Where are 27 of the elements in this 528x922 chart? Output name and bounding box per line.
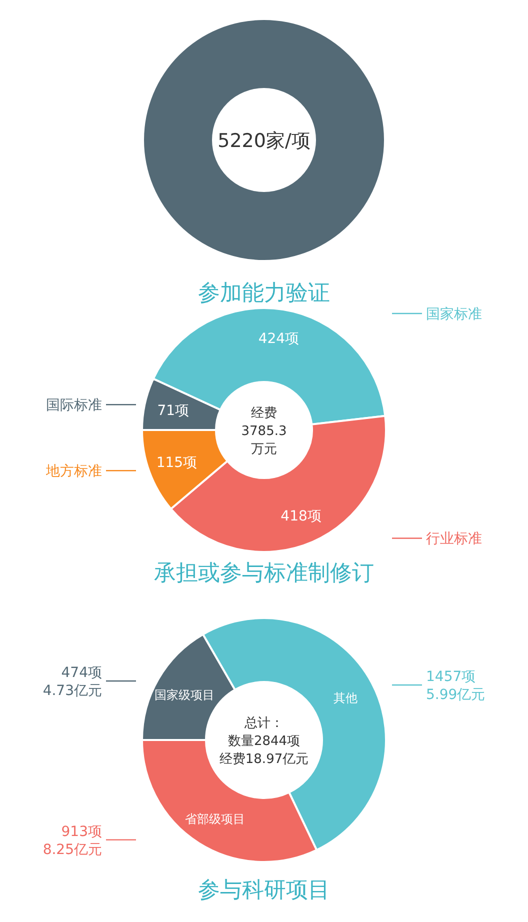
text: 总计： bbox=[244, 716, 284, 731]
data-label: 913项 bbox=[61, 824, 102, 840]
text: 参与科研项目 bbox=[198, 878, 330, 903]
slice-label: 国际标准 bbox=[46, 398, 102, 414]
text: 5.99亿元 bbox=[426, 686, 486, 703]
legend-label: 行业标准 bbox=[426, 531, 482, 548]
data-label: 71项 bbox=[157, 402, 190, 419]
text: 万元 bbox=[251, 442, 277, 457]
text: 经费 bbox=[251, 406, 277, 421]
text: 4.73亿元 bbox=[42, 683, 102, 699]
data-label: 424项 bbox=[258, 331, 300, 348]
data-label: 474项 bbox=[61, 665, 102, 681]
text: 8.25亿元 bbox=[42, 842, 102, 858]
data-label: 115项 bbox=[156, 455, 198, 472]
text: 承担或参与标准制修订 bbox=[154, 561, 374, 586]
slice-label: 其他 bbox=[333, 691, 358, 706]
text: 数量2844项 bbox=[228, 734, 300, 749]
data-label: 418项 bbox=[280, 508, 322, 524]
legend-label: 国家标准 bbox=[426, 306, 482, 322]
slice-label: 省部级项目 bbox=[184, 812, 245, 826]
data-label: 5220家/项 bbox=[218, 130, 310, 152]
text: 参加能力验证 bbox=[198, 281, 330, 306]
text: 3785.3 bbox=[241, 424, 287, 439]
slice-label: 国家级项目 bbox=[154, 688, 214, 702]
slice-label: 地方标准 bbox=[45, 464, 102, 480]
text: 经费18.97亿元 bbox=[219, 752, 309, 767]
data-label: 1457项 bbox=[426, 668, 476, 685]
